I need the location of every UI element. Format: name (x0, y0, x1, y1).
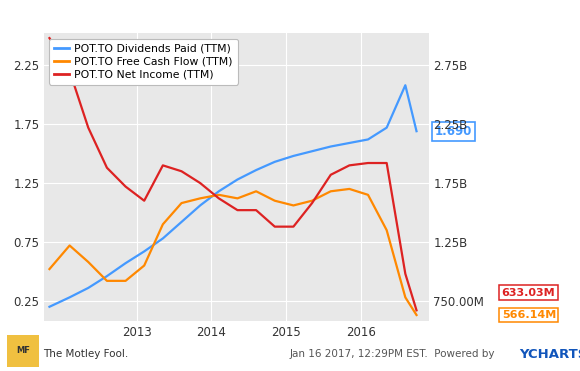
Text: Jan 16 2017, 12:29PM EST.  Powered by: Jan 16 2017, 12:29PM EST. Powered by (290, 349, 499, 359)
Text: 1.690: 1.690 (435, 125, 473, 138)
Text: The Motley Fool.: The Motley Fool. (44, 349, 129, 359)
Text: MF: MF (16, 346, 30, 355)
Text: 633.03M: 633.03M (502, 288, 555, 298)
Text: YCHARTS: YCHARTS (519, 348, 580, 361)
Legend: POT.TO Dividends Paid (TTM), POT.TO Free Cash Flow (TTM), POT.TO Net Income (TTM: POT.TO Dividends Paid (TTM), POT.TO Free… (49, 39, 238, 85)
Text: 566.14M: 566.14M (502, 310, 556, 320)
